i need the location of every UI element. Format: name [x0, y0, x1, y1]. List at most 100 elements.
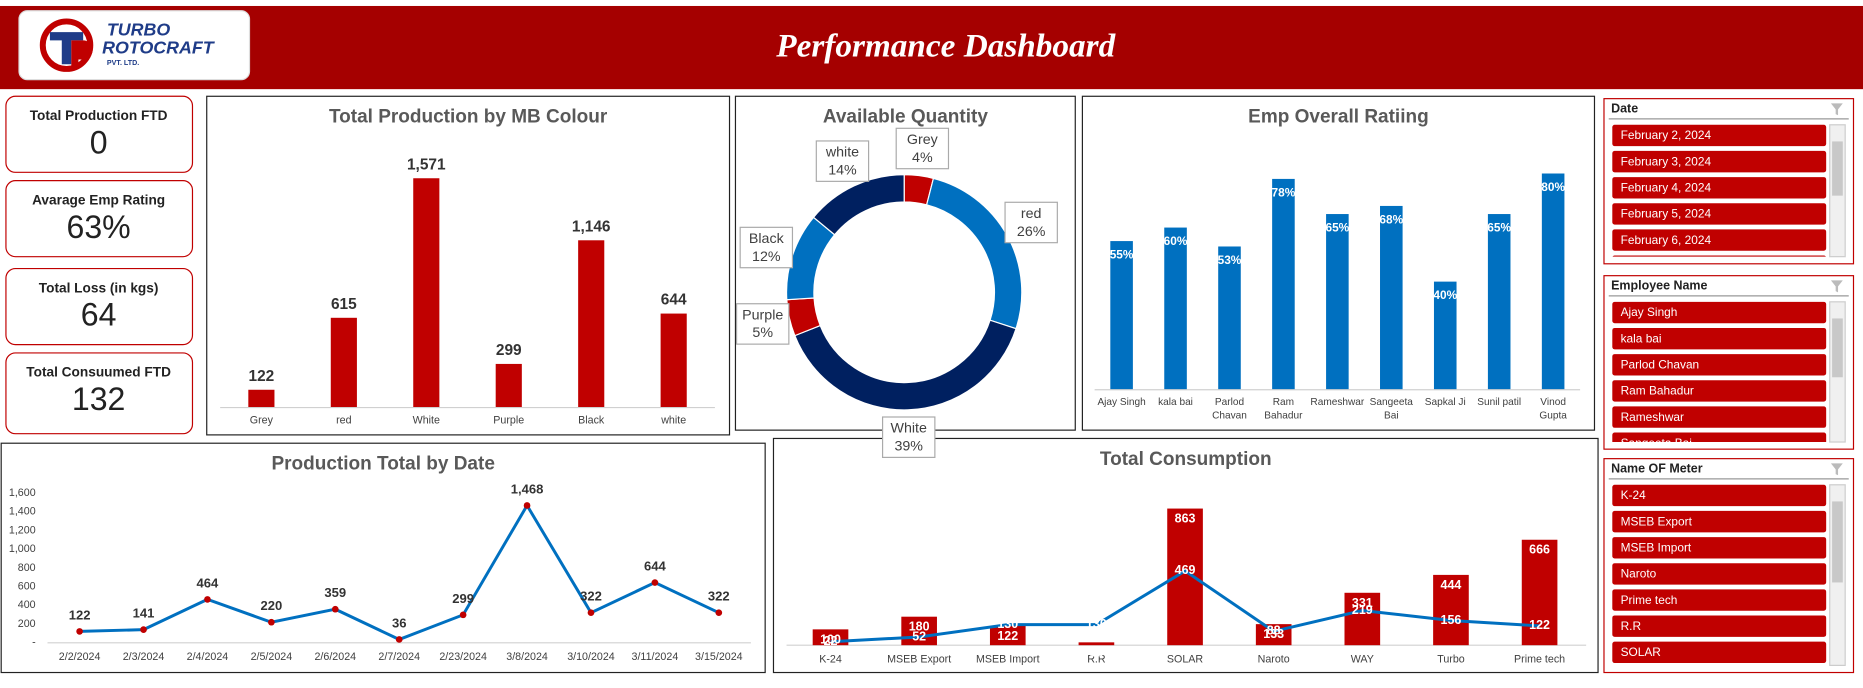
x-tick-label: Ajay Singh [1097, 395, 1146, 408]
bar [1110, 241, 1133, 390]
slicer-item[interactable] [1612, 229, 1827, 251]
x-tick-label: 2/6/2024 [314, 651, 356, 663]
slicer-item[interactable] [1612, 177, 1827, 199]
data-label: 220 [260, 598, 282, 613]
bar [1380, 205, 1403, 390]
slicer-item[interactable] [1612, 124, 1827, 147]
y-tick-label: 800 [18, 562, 36, 574]
marker [268, 618, 275, 626]
slicer-item[interactable] [1612, 641, 1827, 664]
y-tick-label: 600 [18, 581, 36, 593]
kpi-value: 63% [67, 209, 131, 245]
bar [1218, 246, 1241, 390]
data-label: 122 [997, 629, 1018, 643]
y-tick-label: - [32, 637, 36, 649]
slicer-title: Date [1611, 102, 1638, 116]
x-tick-label: 3/10/2024 [567, 651, 615, 663]
slicer-item[interactable] [1612, 203, 1827, 225]
chart-title: Available Quantity [823, 107, 988, 128]
data-label: 299 [452, 591, 474, 606]
slicer-item[interactable] [1612, 432, 1827, 454]
bar [330, 317, 357, 408]
logo-text: ROTOCRAFT [102, 37, 216, 57]
slicer-item[interactable] [1612, 301, 1827, 324]
data-label: 219 [1352, 603, 1373, 617]
x-tick-label-box: Ajay Singh [1097, 395, 1146, 408]
x-tick-label: Grey [250, 414, 274, 426]
clear-filter-icon[interactable] [1830, 280, 1843, 293]
data-label: 36 [392, 615, 407, 630]
x-tick-label: Naroto [1258, 653, 1290, 665]
slicer-item[interactable] [1612, 615, 1827, 637]
dashboard-title: Performance Dashboard [775, 27, 1116, 64]
x-tick-label-box: Sangeeta Bai [1369, 395, 1413, 421]
slicer-item[interactable] [1612, 537, 1827, 559]
scrollbar-thumb[interactable] [1832, 501, 1843, 583]
x-tick-label: 3/11/2024 [632, 651, 679, 663]
bar [1433, 574, 1469, 646]
clear-filter-icon[interactable] [1830, 463, 1843, 476]
chart-title: Total Production by MB Colour [329, 107, 608, 128]
data-label: 40% [1433, 288, 1457, 302]
data-label: 122 [1529, 618, 1550, 632]
slicer-item[interactable] [1612, 406, 1827, 428]
marker [459, 611, 467, 619]
x-tick-label: 2/5/2024 [251, 651, 293, 663]
scrollbar-thumb[interactable] [1832, 141, 1843, 196]
data-label: 80% [1541, 180, 1565, 194]
x-tick-label: Sangeeta Bai [1369, 395, 1413, 421]
data-label: 130 [997, 617, 1018, 631]
x-tick-label: 3/8/2024 [506, 651, 548, 663]
slicer-item-label: R.R [1621, 619, 1642, 633]
slicer-item-label: K-24 [1621, 488, 1646, 502]
x-tick-label: Vinod Gupta [1539, 395, 1567, 421]
slicer-item[interactable] [1612, 255, 1826, 276]
data-label: 122 [69, 607, 91, 622]
slicer-item[interactable] [1612, 150, 1827, 173]
data-label-category: red [1021, 206, 1042, 222]
slicer-item[interactable] [1612, 327, 1827, 350]
chart-title: Total Consumption [1100, 449, 1272, 470]
slicer-item[interactable] [1612, 563, 1827, 585]
y-tick-label: 400 [18, 599, 36, 611]
data-label: 18 [1089, 645, 1103, 659]
data-label: 130 [1086, 617, 1107, 631]
data-label: 4% [912, 150, 933, 166]
data-label: 53% [1218, 253, 1242, 267]
data-label-category: white [825, 145, 859, 161]
data-label: 180 [909, 620, 930, 634]
data-label: 14% [828, 162, 857, 178]
clear-filter-icon[interactable] [1830, 103, 1843, 116]
x-tick-label-box: Rameshwar [1310, 396, 1364, 408]
bar [248, 389, 275, 408]
slicer-item[interactable] [1612, 484, 1827, 507]
x-tick-label: red [336, 414, 352, 426]
doughnut-slice [812, 174, 905, 236]
x-tick-label: Parlod Chavan [1212, 395, 1247, 421]
x-tick-label: SOLAR [1167, 653, 1204, 665]
data-label: 133 [1263, 627, 1284, 641]
data-label: 26% [1017, 224, 1046, 240]
bar [1078, 642, 1115, 646]
data-label: 52 [912, 629, 926, 643]
data-label: 1,468 [511, 481, 544, 496]
data-label: 359 [324, 585, 346, 600]
kpi-card [5, 180, 194, 258]
x-tick-label-box: Sunil patil [1477, 396, 1521, 408]
chart-panel [206, 95, 731, 436]
kpi-value: 64 [81, 297, 117, 333]
slicer-items: February 2, 2024 February 3, 2024 February… [1612, 124, 1827, 276]
bar [1521, 539, 1558, 646]
x-tick-label: 2/7/2024 [378, 651, 420, 663]
slicer-item[interactable] [1612, 354, 1827, 376]
slicer-items: K-24 MSEB Export MSEB Import Naroto Prime te… [1612, 484, 1827, 664]
data-label-box [739, 226, 794, 269]
data-label-box [895, 127, 950, 170]
scrollbar-thumb[interactable] [1832, 318, 1843, 378]
slicer-item-label: SOLAR [1621, 645, 1662, 659]
data-label-box [881, 416, 936, 458]
slicer-item-label: February 5, 2024 [1621, 207, 1712, 221]
slicer-item[interactable] [1612, 380, 1827, 402]
slicer-item[interactable] [1612, 510, 1827, 533]
slicer-item[interactable] [1612, 589, 1827, 611]
